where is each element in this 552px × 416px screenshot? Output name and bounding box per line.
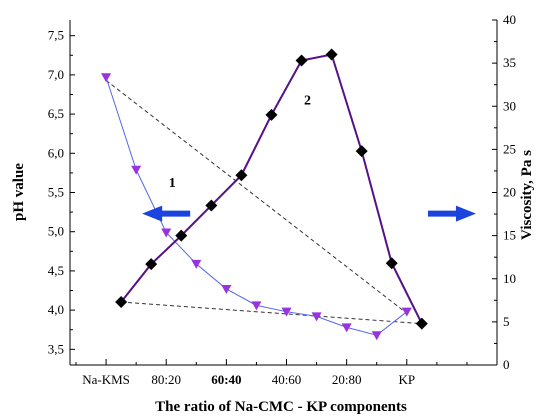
arrow-right-icon [427, 205, 476, 222]
series-1-point [281, 307, 292, 317]
series [101, 48, 428, 341]
y-right-tick-label: 35 [503, 55, 516, 70]
series-2-point [175, 229, 188, 242]
series-1-point [251, 301, 262, 311]
y-right-tick-label: 20 [503, 185, 516, 200]
y-left-tick-label: 5,0 [48, 224, 64, 239]
series-2-point [355, 145, 368, 158]
y-right-tick-label: 25 [503, 141, 516, 156]
reference-lines [105, 79, 422, 325]
annotations: 12 [142, 94, 476, 222]
y-left-tick-label: 5,5 [48, 185, 64, 200]
series-2-label: 2 [304, 94, 311, 109]
y-right-tick-label: 40 [503, 12, 516, 27]
series-2-point [235, 169, 248, 182]
series-2-point [415, 317, 428, 330]
series-2-line [120, 53, 423, 325]
y-right-tick-label: 30 [503, 98, 516, 113]
x-tick-label: 20:80 [332, 372, 362, 387]
y-left-tick-label: 4,5 [48, 263, 64, 278]
y-right-tick-label: 5 [503, 314, 510, 329]
y-left-tick-label: 7,5 [48, 28, 64, 43]
x-tick-label: Na-KMS [82, 372, 130, 387]
dashed-reference-line [105, 79, 408, 314]
y-left-tick-label: 3,5 [48, 341, 64, 356]
series-2-point [385, 257, 398, 270]
x-tick-label: 60:40 [211, 372, 241, 387]
x-axis-title: The ratio of Na-CMC - KP components [155, 399, 407, 415]
series-1-point [161, 228, 172, 238]
series-1-label: 1 [169, 176, 176, 191]
series-1-point [101, 73, 112, 83]
y-left-tick-label: 7,0 [48, 67, 64, 82]
series-2-point [205, 199, 218, 212]
y-right-axis-title: Viscosity, Pa s [519, 150, 535, 240]
x-tick-label: 40:60 [272, 372, 302, 387]
y-left-tick-label: 4,0 [48, 302, 64, 317]
series-2-point [145, 258, 158, 271]
series-1-point [341, 323, 352, 333]
arrow-left-icon [142, 205, 191, 222]
series-1-point [131, 165, 142, 175]
y-left-tick-label: 6,5 [48, 106, 64, 121]
axes [69, 19, 498, 366]
x-tick-label: KP [398, 372, 415, 387]
series-2-point [295, 54, 308, 67]
series-1-point [221, 284, 232, 294]
series-2-point [325, 48, 338, 61]
y-right-tick-label: 15 [503, 228, 516, 243]
series-2-point [265, 108, 278, 121]
series-1-point [401, 307, 412, 317]
dashed-reference-line [121, 301, 422, 325]
tick-labels: 3,5 4,0 4,5 5,0 5,5 6,0 6,5 7,0 7,5 0 5 10 15 20 25 30 3… [48, 12, 516, 387]
y-left-tick-label: 6,0 [48, 145, 64, 160]
series-1-point [371, 331, 382, 341]
y-right-tick-label: 0 [503, 357, 510, 372]
series-2-point [115, 296, 128, 309]
x-tick-label: 80:20 [151, 372, 181, 387]
series-1-point [191, 259, 202, 269]
y-left-axis-title: pH value [11, 163, 27, 221]
series-1-point [311, 312, 322, 322]
y-right-tick-label: 10 [503, 271, 516, 286]
